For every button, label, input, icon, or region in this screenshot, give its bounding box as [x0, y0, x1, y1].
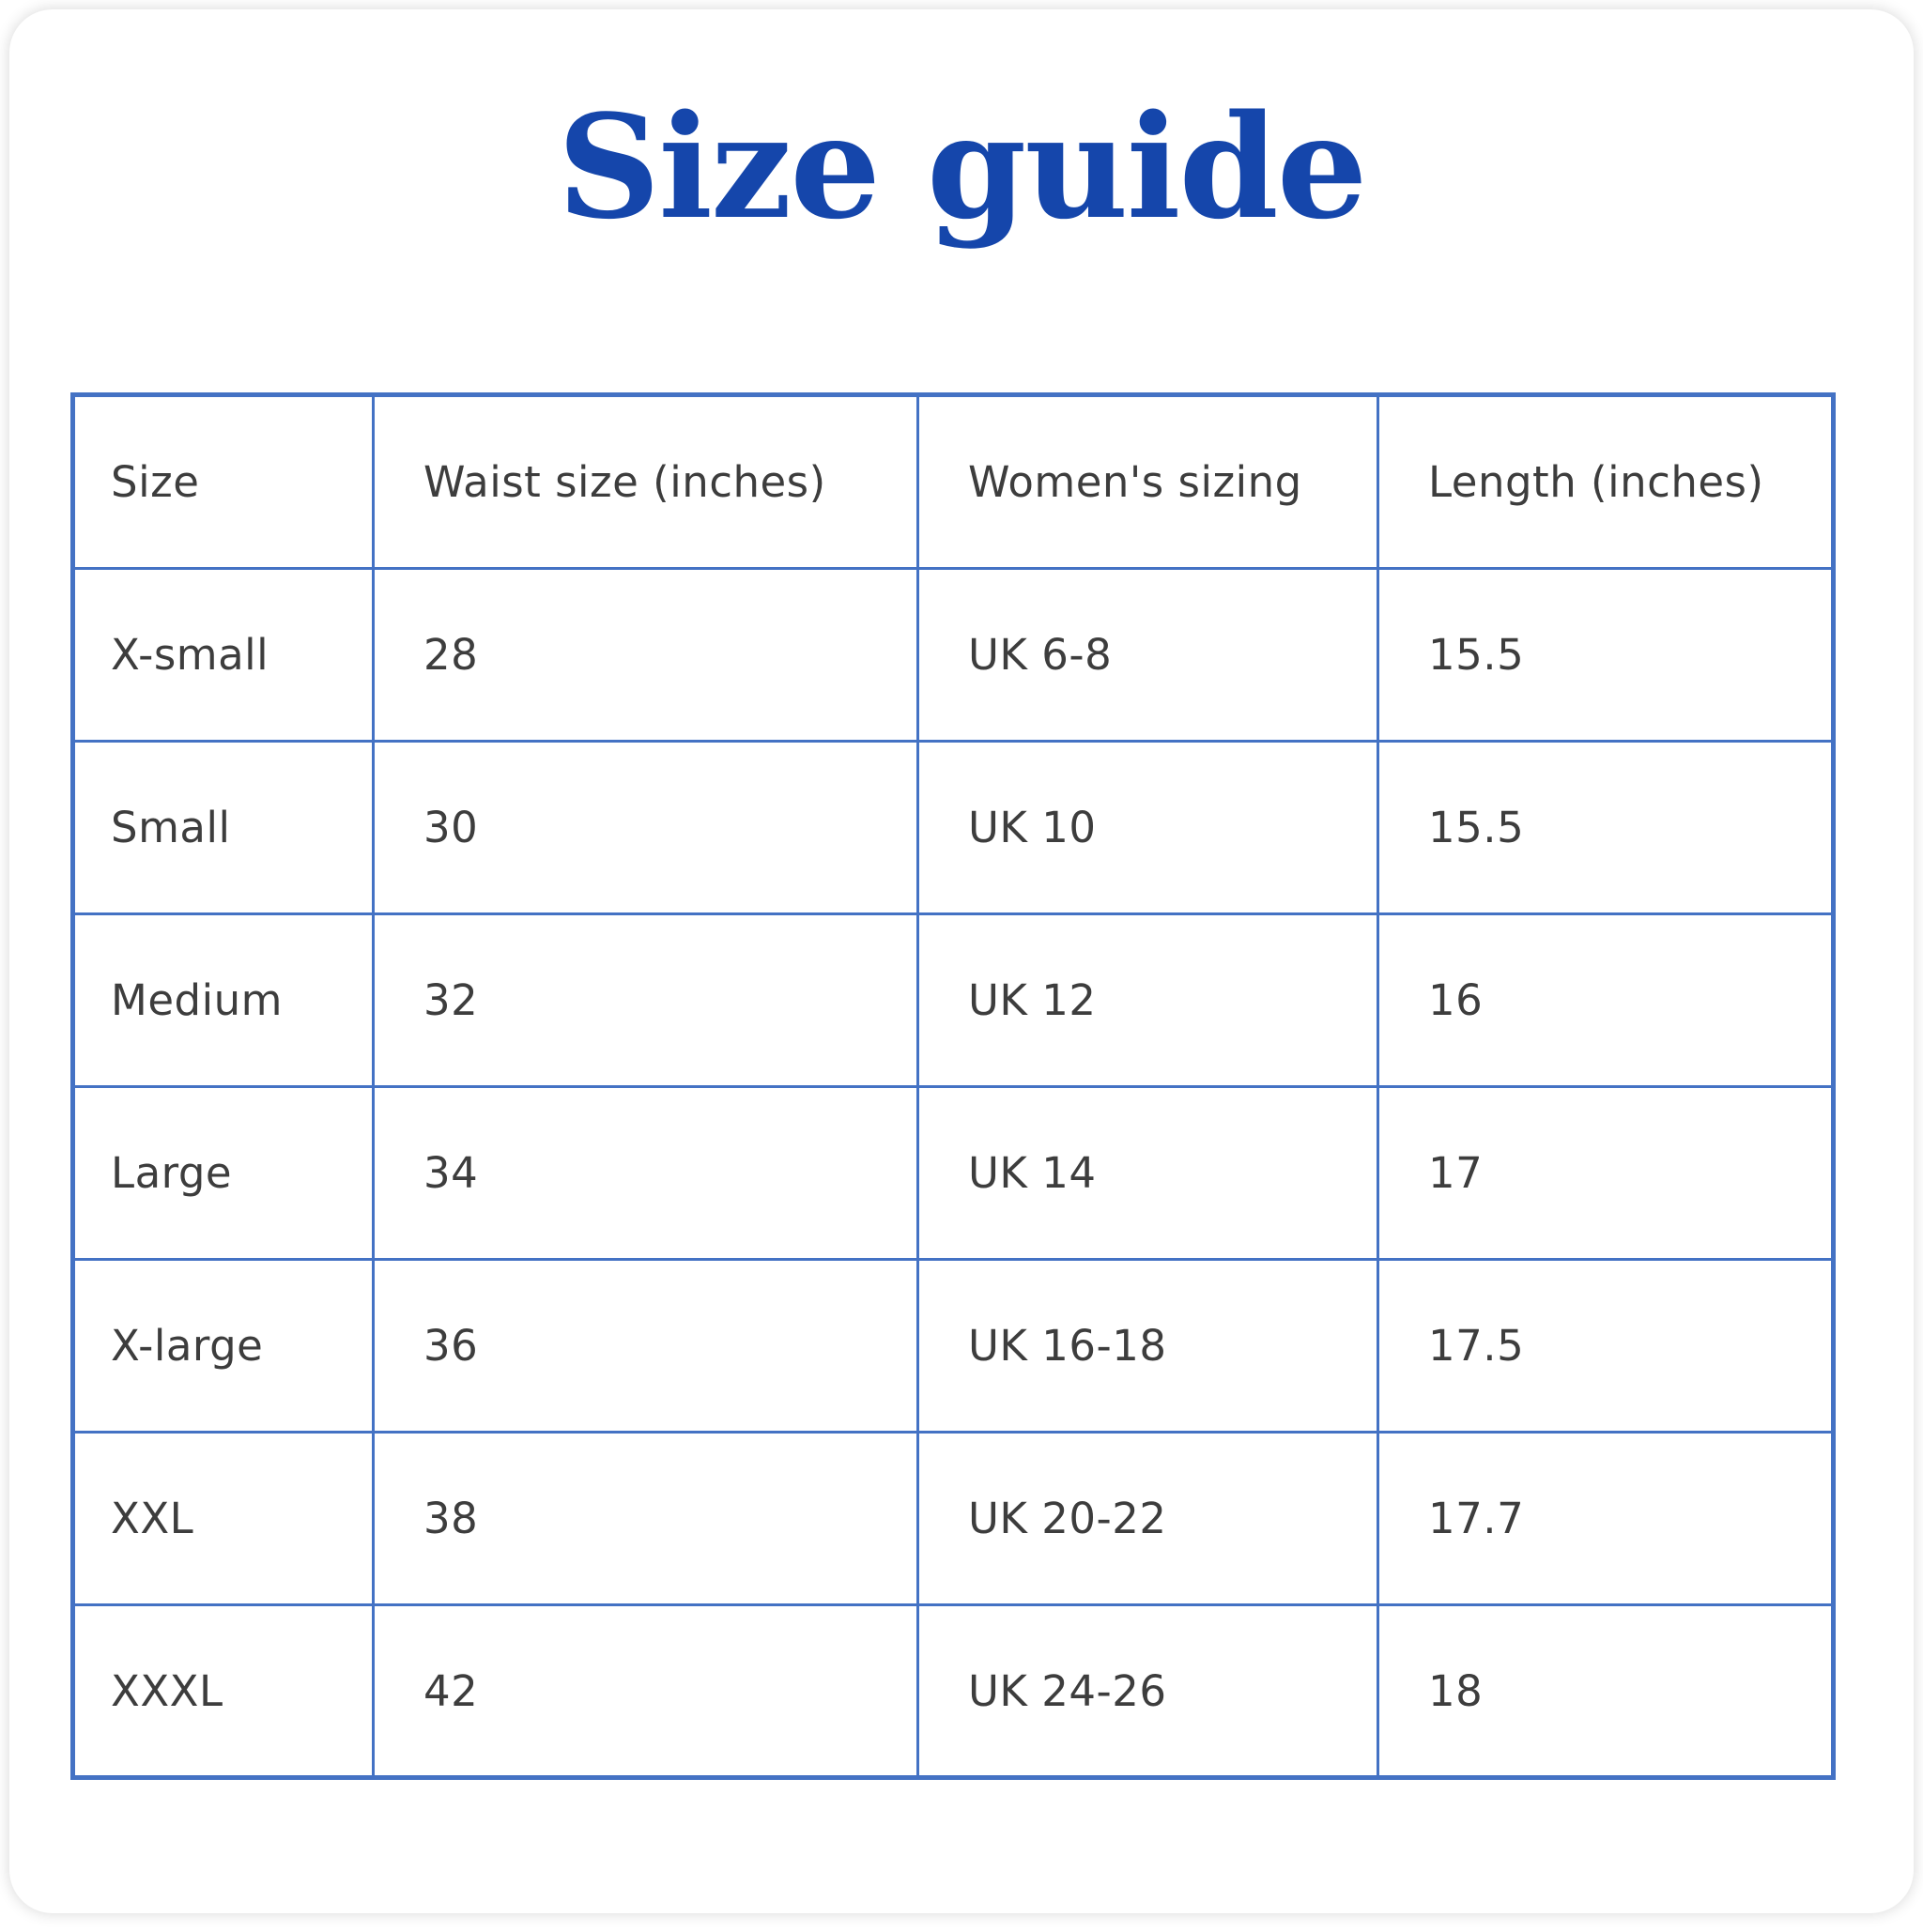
- size-guide-card: Size guide Size Waist size (inches) Wome…: [9, 9, 1914, 1913]
- table-cell: 32: [372, 912, 919, 1088]
- table-cell: UK 10: [916, 740, 1379, 915]
- table-cell: Small: [71, 740, 375, 915]
- table-row-xxxl: XXXL 42 UK 24-26 18: [71, 1603, 1835, 1779]
- table-row-medium: Medium 32 UK 12 16: [71, 912, 1835, 1088]
- table-row-large: Large 34 UK 14 17: [71, 1085, 1835, 1261]
- table-cell: XXXL: [71, 1603, 375, 1779]
- table-row-xsmall: X-small 28 UK 6-8 15.5: [71, 567, 1835, 743]
- column-header-womens: Women's sizing: [916, 393, 1379, 570]
- table-cell: 15.5: [1377, 740, 1835, 915]
- table-cell: X-small: [71, 567, 375, 743]
- table-cell: 18: [1377, 1603, 1835, 1779]
- column-header-length: Length (inches): [1377, 393, 1835, 570]
- table-row-small: Small 30 UK 10 15.5: [71, 740, 1835, 915]
- table-cell: UK 24-26: [916, 1603, 1379, 1779]
- table-cell: 42: [372, 1603, 919, 1779]
- size-guide-table: Size Waist size (inches) Women's sizing …: [70, 392, 1836, 1780]
- table-row-xlarge: X-large 36 UK 16-18 17.5: [71, 1258, 1835, 1434]
- table-cell: UK 16-18: [916, 1258, 1379, 1434]
- table-row-xxl: XXL 38 UK 20-22 17.7: [71, 1431, 1835, 1606]
- table-cell: 38: [372, 1431, 919, 1606]
- table-cell: X-large: [71, 1258, 375, 1434]
- table-cell: UK 20-22: [916, 1431, 1379, 1606]
- table-cell: Large: [71, 1085, 375, 1261]
- table-header-row: Size Waist size (inches) Women's sizing …: [71, 393, 1835, 570]
- table-cell: 36: [372, 1258, 919, 1434]
- table-cell: Medium: [71, 912, 375, 1088]
- table-cell: 17: [1377, 1085, 1835, 1261]
- column-header-waist: Waist size (inches): [372, 393, 919, 570]
- table-cell: 34: [372, 1085, 919, 1261]
- table-cell: XXL: [71, 1431, 375, 1606]
- table-cell: 28: [372, 567, 919, 743]
- table-cell: 17.5: [1377, 1258, 1835, 1434]
- table-cell: 30: [372, 740, 919, 915]
- table-cell: UK 6-8: [916, 567, 1379, 743]
- page-title: Size guide: [557, 83, 1368, 251]
- table-cell: 17.7: [1377, 1431, 1835, 1606]
- column-header-size: Size: [71, 393, 375, 570]
- table-cell: 15.5: [1377, 567, 1835, 743]
- table-cell: UK 14: [916, 1085, 1379, 1261]
- table-cell: UK 12: [916, 912, 1379, 1088]
- table-cell: 16: [1377, 912, 1835, 1088]
